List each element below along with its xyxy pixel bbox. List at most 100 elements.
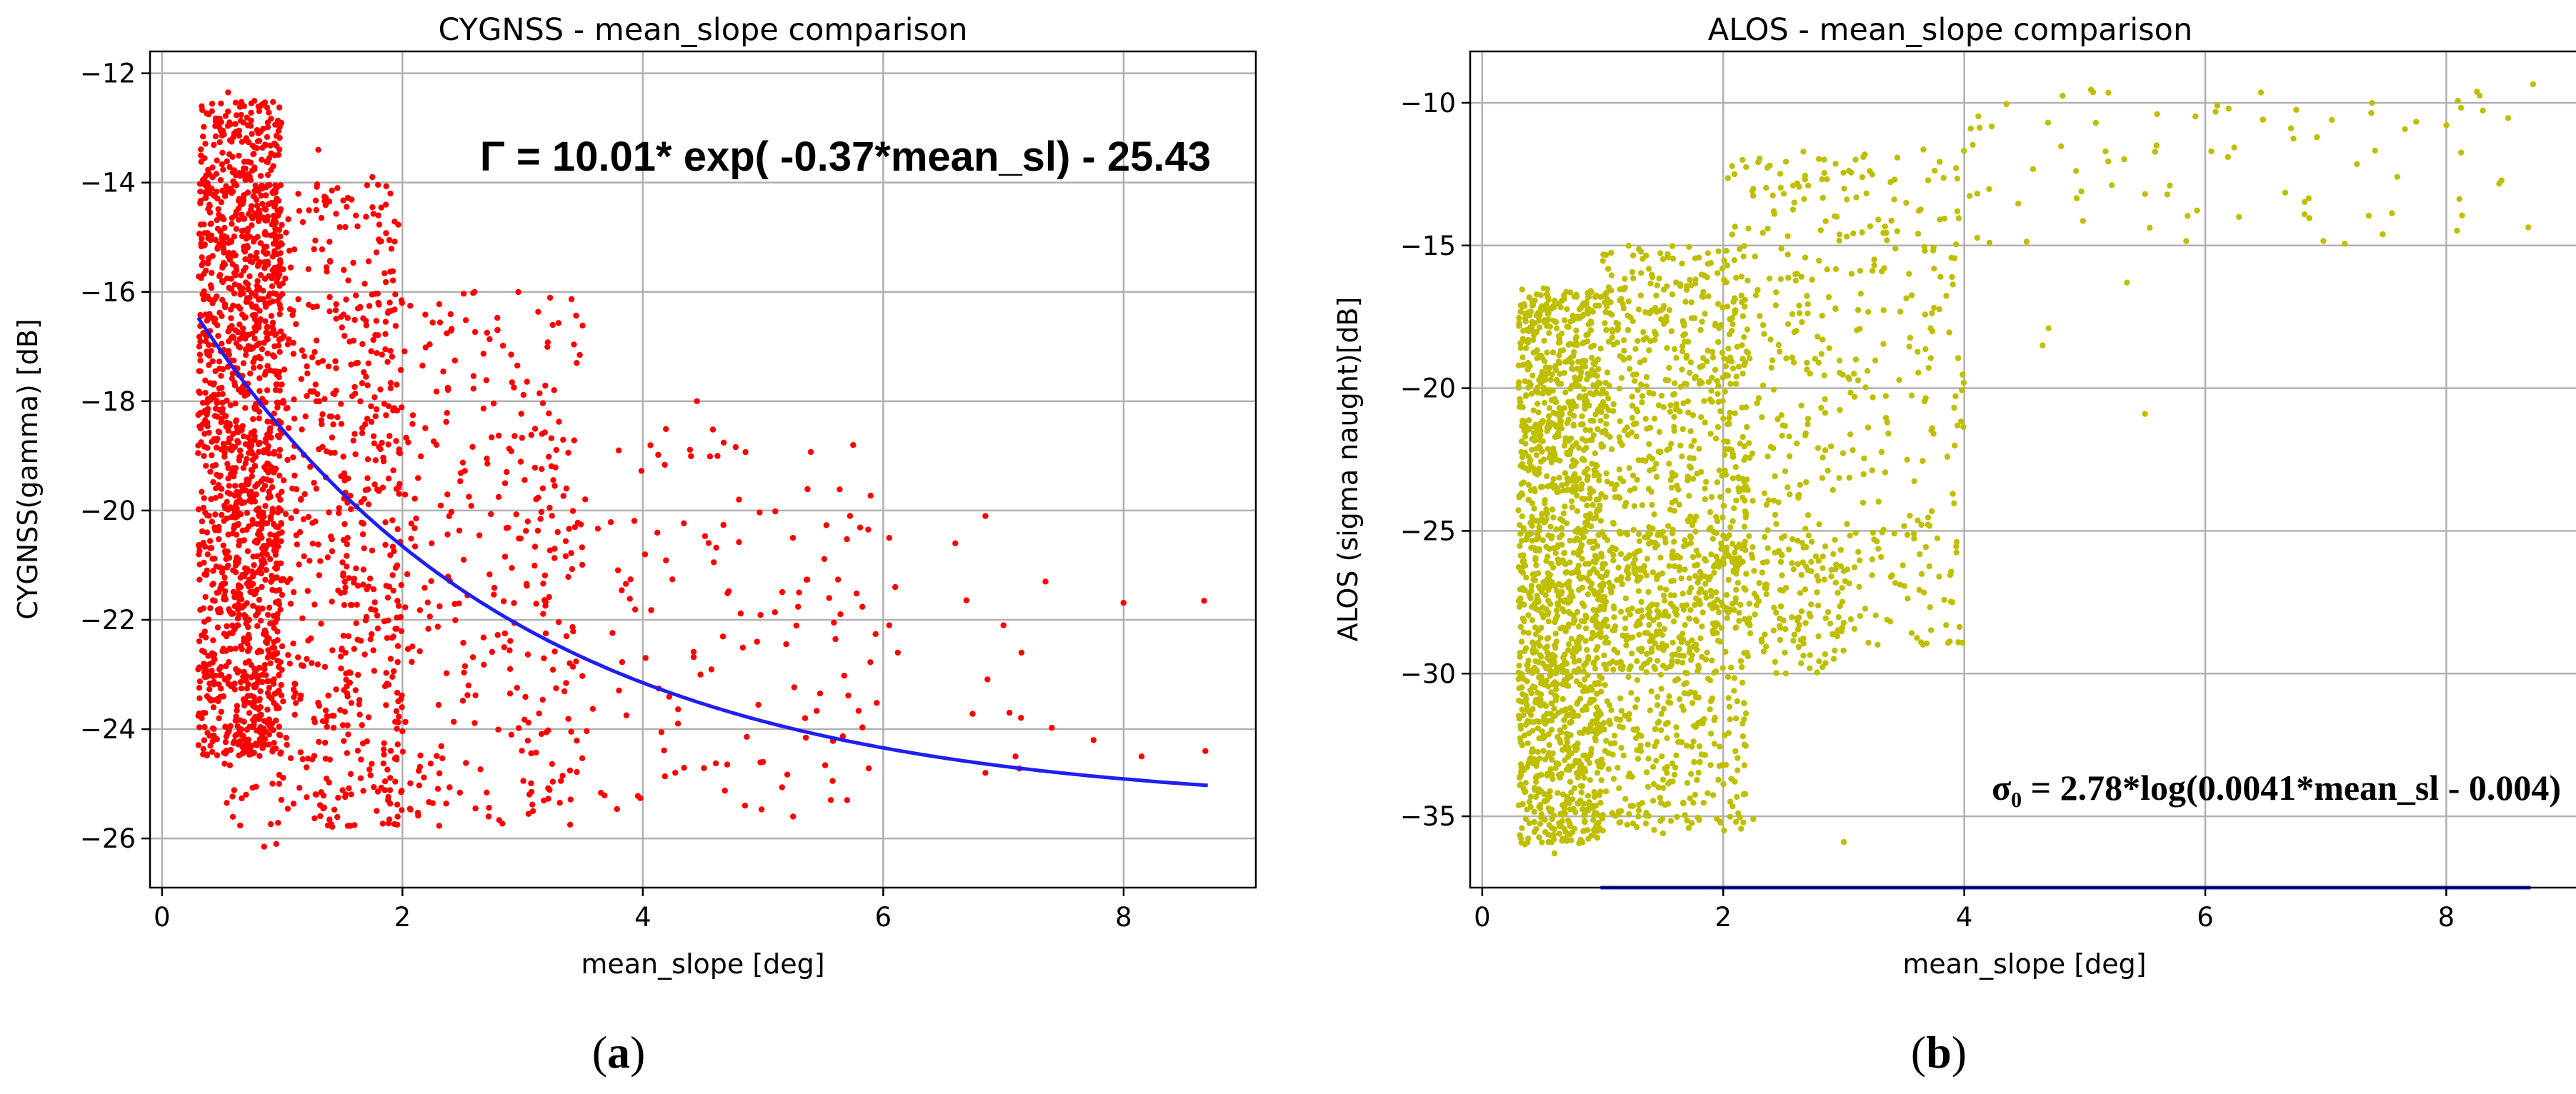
scatter-point: [229, 323, 235, 329]
scatter-point: [1664, 377, 1672, 383]
chart-a-title: CYGNSS - mean_slope comparison: [438, 12, 967, 48]
scatter-point: [802, 715, 809, 721]
scatter-point: [1531, 808, 1538, 816]
scatter-point: [795, 603, 802, 610]
scatter-point: [346, 575, 352, 581]
scatter-point: [1569, 504, 1575, 511]
scatter-point: [315, 699, 321, 706]
scatter-point: [276, 771, 283, 778]
scatter-point: [1704, 790, 1711, 797]
scatter-point: [379, 351, 385, 358]
scatter-point: [1727, 381, 1734, 387]
scatter-point: [379, 484, 386, 491]
scatter-point: [1517, 396, 1523, 402]
scatter-point: [690, 654, 697, 661]
scatter-point: [275, 524, 281, 531]
scatter-point: [1734, 767, 1741, 773]
scatter-point: [1540, 614, 1547, 621]
scatter-point: [495, 726, 501, 733]
scatter-point: [531, 543, 539, 550]
scatter-point: [219, 406, 226, 412]
scatter-point: [316, 572, 322, 578]
scatter-point: [1561, 369, 1567, 376]
scatter-point: [213, 563, 219, 570]
scatter-point: [1690, 738, 1697, 745]
scatter-point: [1587, 696, 1594, 703]
scatter-point: [1018, 649, 1025, 656]
scatter-point: [1648, 688, 1654, 695]
scatter-point: [274, 117, 281, 124]
scatter-point: [571, 341, 577, 348]
scatter-point: [1519, 286, 1525, 293]
scatter-point: [1635, 457, 1642, 463]
scatter-point: [344, 722, 351, 728]
scatter-point: [1682, 621, 1688, 628]
scatter-point: [417, 752, 424, 759]
x-tick-label: 6: [875, 902, 892, 933]
scatter-point: [1640, 336, 1647, 343]
scatter-point: [1567, 823, 1574, 830]
scatter-point: [198, 439, 204, 446]
scatter-point: [351, 579, 357, 586]
scatter-point: [1695, 694, 1702, 701]
scatter-point: [1562, 723, 1568, 731]
scatter-point: [616, 447, 622, 453]
scatter-point: [457, 478, 464, 485]
scatter-point: [1577, 393, 1583, 400]
scatter-point: [1697, 758, 1703, 766]
scatter-point: [1544, 423, 1551, 430]
scatter-point: [413, 515, 419, 522]
scatter-point: [687, 446, 694, 453]
scatter-point: [1541, 337, 1547, 344]
scatter-point: [224, 623, 230, 630]
scatter-point: [384, 358, 391, 365]
scatter-point: [1562, 503, 1568, 510]
scatter-point: [1670, 391, 1677, 398]
scatter-point: [1576, 306, 1583, 313]
scatter-point: [1525, 612, 1532, 618]
scatter-point: [1734, 580, 1742, 586]
scatter-point: [1515, 563, 1522, 571]
scatter-point: [269, 283, 276, 289]
scatter-point: [370, 211, 376, 217]
scatter-point: [569, 508, 576, 514]
scatter-point: [556, 418, 562, 425]
scatter-point: [1567, 386, 1574, 392]
scatter-point: [245, 623, 251, 631]
scatter-point: [399, 704, 405, 711]
scatter-point: [209, 358, 216, 365]
scatter-point: [244, 641, 251, 647]
scatter-point: [199, 399, 206, 406]
scatter-point: [1519, 742, 1526, 748]
scatter-point: [1629, 269, 1636, 276]
scatter-point: [322, 707, 329, 714]
scatter-point: [219, 565, 226, 572]
scatter-point: [439, 755, 446, 762]
scatter-point: [371, 394, 378, 401]
scatter-point: [1666, 693, 1672, 700]
scatter-point: [485, 813, 492, 820]
scatter-point: [221, 224, 228, 231]
scatter-point: [1679, 261, 1685, 267]
scatter-point: [242, 264, 249, 271]
scatter-point: [1517, 773, 1524, 779]
scatter-point: [213, 485, 219, 491]
scatter-point: [202, 664, 209, 671]
scatter-point: [434, 623, 441, 630]
scatter-point: [396, 713, 402, 720]
scatter-point: [237, 583, 244, 591]
scatter-point: [241, 249, 249, 255]
scatter-point: [253, 612, 259, 619]
scatter-point: [1717, 408, 1724, 415]
scatter-point: [1616, 723, 1623, 730]
scatter-point: [310, 388, 317, 395]
scatter-point: [1649, 569, 1657, 576]
scatter-point: [501, 644, 507, 651]
scatter-point: [208, 496, 214, 503]
scatter-point: [1572, 747, 1579, 753]
scatter-point: [219, 278, 226, 284]
scatter-point: [228, 237, 234, 244]
scatter-point: [386, 433, 393, 439]
scatter-point: [1714, 270, 1721, 276]
scatter-point: [1640, 328, 1647, 336]
